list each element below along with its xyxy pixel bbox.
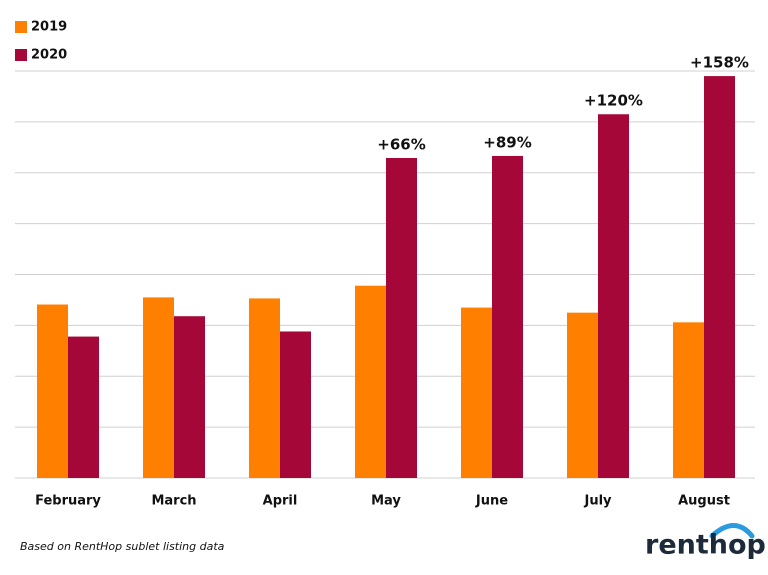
bar [461, 307, 492, 478]
bar [174, 316, 205, 478]
legend-label: 2020 [31, 48, 67, 63]
x-tick-label: August [678, 494, 730, 509]
legend-swatch [15, 21, 27, 33]
bar [598, 114, 629, 479]
bar-annotation: +66% [377, 135, 425, 153]
bar [673, 322, 704, 478]
bar [249, 298, 280, 478]
x-tick-label: June [475, 494, 508, 509]
bar [386, 157, 417, 478]
x-tick-label: July [583, 494, 612, 509]
bar-annotation: +120% [584, 92, 643, 110]
source-note: Based on RentHop sublet listing data [20, 540, 225, 553]
logo-arc [709, 523, 755, 539]
bar [492, 155, 523, 478]
bar-annotation: +89% [483, 133, 531, 151]
bar [68, 336, 99, 478]
bar [143, 297, 174, 478]
bar [355, 285, 386, 478]
bar [704, 76, 735, 479]
legend-label: 2019 [31, 20, 67, 35]
x-tick-label: March [151, 494, 196, 509]
bar [280, 331, 311, 478]
x-tick-label: February [35, 494, 101, 509]
bar [37, 304, 68, 478]
bar-annotation: +158% [690, 54, 749, 72]
x-tick-label: April [263, 494, 298, 509]
bar [567, 312, 598, 478]
x-tick-label: May [371, 494, 401, 509]
logo: renthop [645, 530, 766, 561]
legend-swatch [15, 49, 27, 61]
